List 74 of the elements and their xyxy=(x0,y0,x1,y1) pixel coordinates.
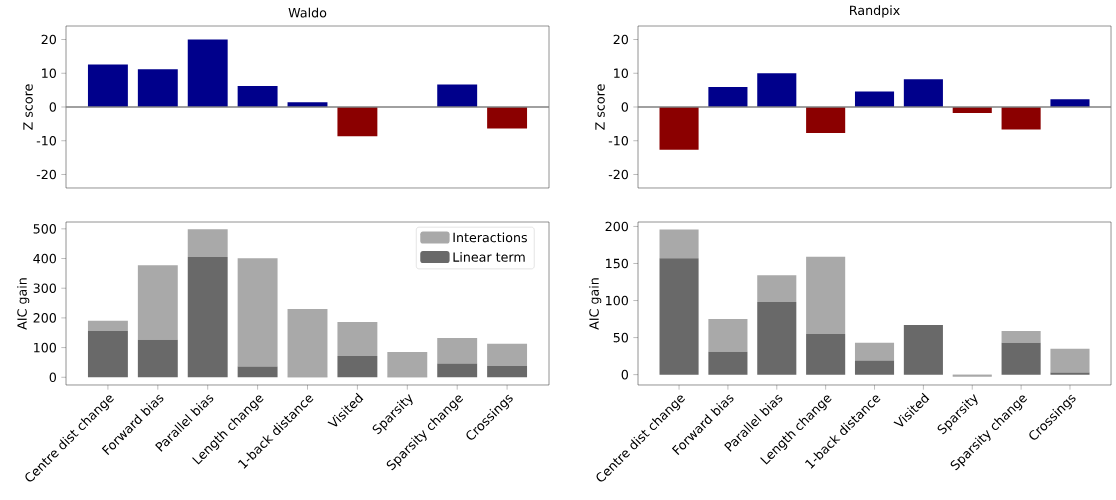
bar xyxy=(487,107,528,129)
bar xyxy=(387,352,428,377)
chart-title: Randpix xyxy=(850,5,900,18)
y-tick-label: 300 xyxy=(33,283,56,294)
y-tick-label: 100 xyxy=(606,295,628,306)
legend-label: Linear term xyxy=(453,252,525,262)
bar xyxy=(237,86,278,107)
y-tick-label: 10 xyxy=(42,68,56,79)
bar xyxy=(757,73,797,107)
y-tick-label: 200 xyxy=(33,313,56,323)
bar xyxy=(337,355,378,378)
bar xyxy=(487,366,528,378)
y-tick-label: 0 xyxy=(49,102,56,112)
y-tick-label: -10 xyxy=(36,135,56,146)
y-tick-label: 100 xyxy=(34,342,56,353)
y-tick-label: 200 xyxy=(605,221,628,232)
bar xyxy=(806,333,846,375)
bar xyxy=(854,91,895,107)
bar xyxy=(87,330,128,378)
bar xyxy=(137,265,178,340)
bar xyxy=(137,339,178,378)
y-tick-label: 500 xyxy=(33,224,56,234)
bar xyxy=(708,319,748,352)
bar xyxy=(87,64,128,107)
bar xyxy=(187,39,228,107)
bar xyxy=(487,343,528,366)
bar xyxy=(806,107,846,133)
bar xyxy=(903,79,943,107)
bar xyxy=(659,229,699,259)
y-axis-title: AIC gain xyxy=(17,278,30,330)
y-tick-label: -10 xyxy=(608,135,629,146)
y-tick-label: 0 xyxy=(621,102,629,112)
legend-label: Interactions xyxy=(453,232,527,243)
bar xyxy=(237,366,278,378)
y-tick-label: 400 xyxy=(33,253,56,264)
bar xyxy=(237,258,278,367)
y-tick-label: -20 xyxy=(36,169,56,180)
y-tick-label: 50 xyxy=(613,332,629,343)
chart-title: Waldo xyxy=(288,7,327,18)
bar xyxy=(437,84,478,107)
bar xyxy=(287,308,328,377)
bar xyxy=(437,338,478,364)
y-tick-label: 0 xyxy=(49,372,56,383)
bar xyxy=(337,322,378,356)
bar xyxy=(337,107,378,137)
y-axis-title: Z score xyxy=(23,84,33,130)
bar xyxy=(137,69,178,107)
bar xyxy=(437,363,478,378)
bar xyxy=(806,256,846,334)
y-tick-label: 0 xyxy=(621,369,629,380)
y-tick-label: 10 xyxy=(614,68,629,79)
bar xyxy=(1001,107,1041,130)
bar xyxy=(87,320,128,331)
bar xyxy=(708,351,748,375)
bar xyxy=(1001,330,1041,343)
y-axis-title: Z score xyxy=(595,84,605,130)
y-tick-label: 20 xyxy=(613,34,629,45)
bar xyxy=(187,229,228,258)
bar xyxy=(659,258,699,375)
bar xyxy=(1001,342,1041,375)
y-axis-title: AIC gain xyxy=(589,278,602,330)
y-tick-label: -20 xyxy=(608,169,629,180)
bar xyxy=(1050,372,1090,375)
bar xyxy=(1050,348,1090,373)
bar xyxy=(708,87,748,107)
bar xyxy=(187,257,228,378)
y-tick-label: 20 xyxy=(41,34,56,45)
bar xyxy=(659,107,699,150)
bar xyxy=(757,275,797,303)
bar xyxy=(757,302,797,375)
bar xyxy=(854,360,895,375)
y-tick-label: 150 xyxy=(606,258,628,269)
bar xyxy=(903,324,943,375)
bar xyxy=(854,342,895,361)
